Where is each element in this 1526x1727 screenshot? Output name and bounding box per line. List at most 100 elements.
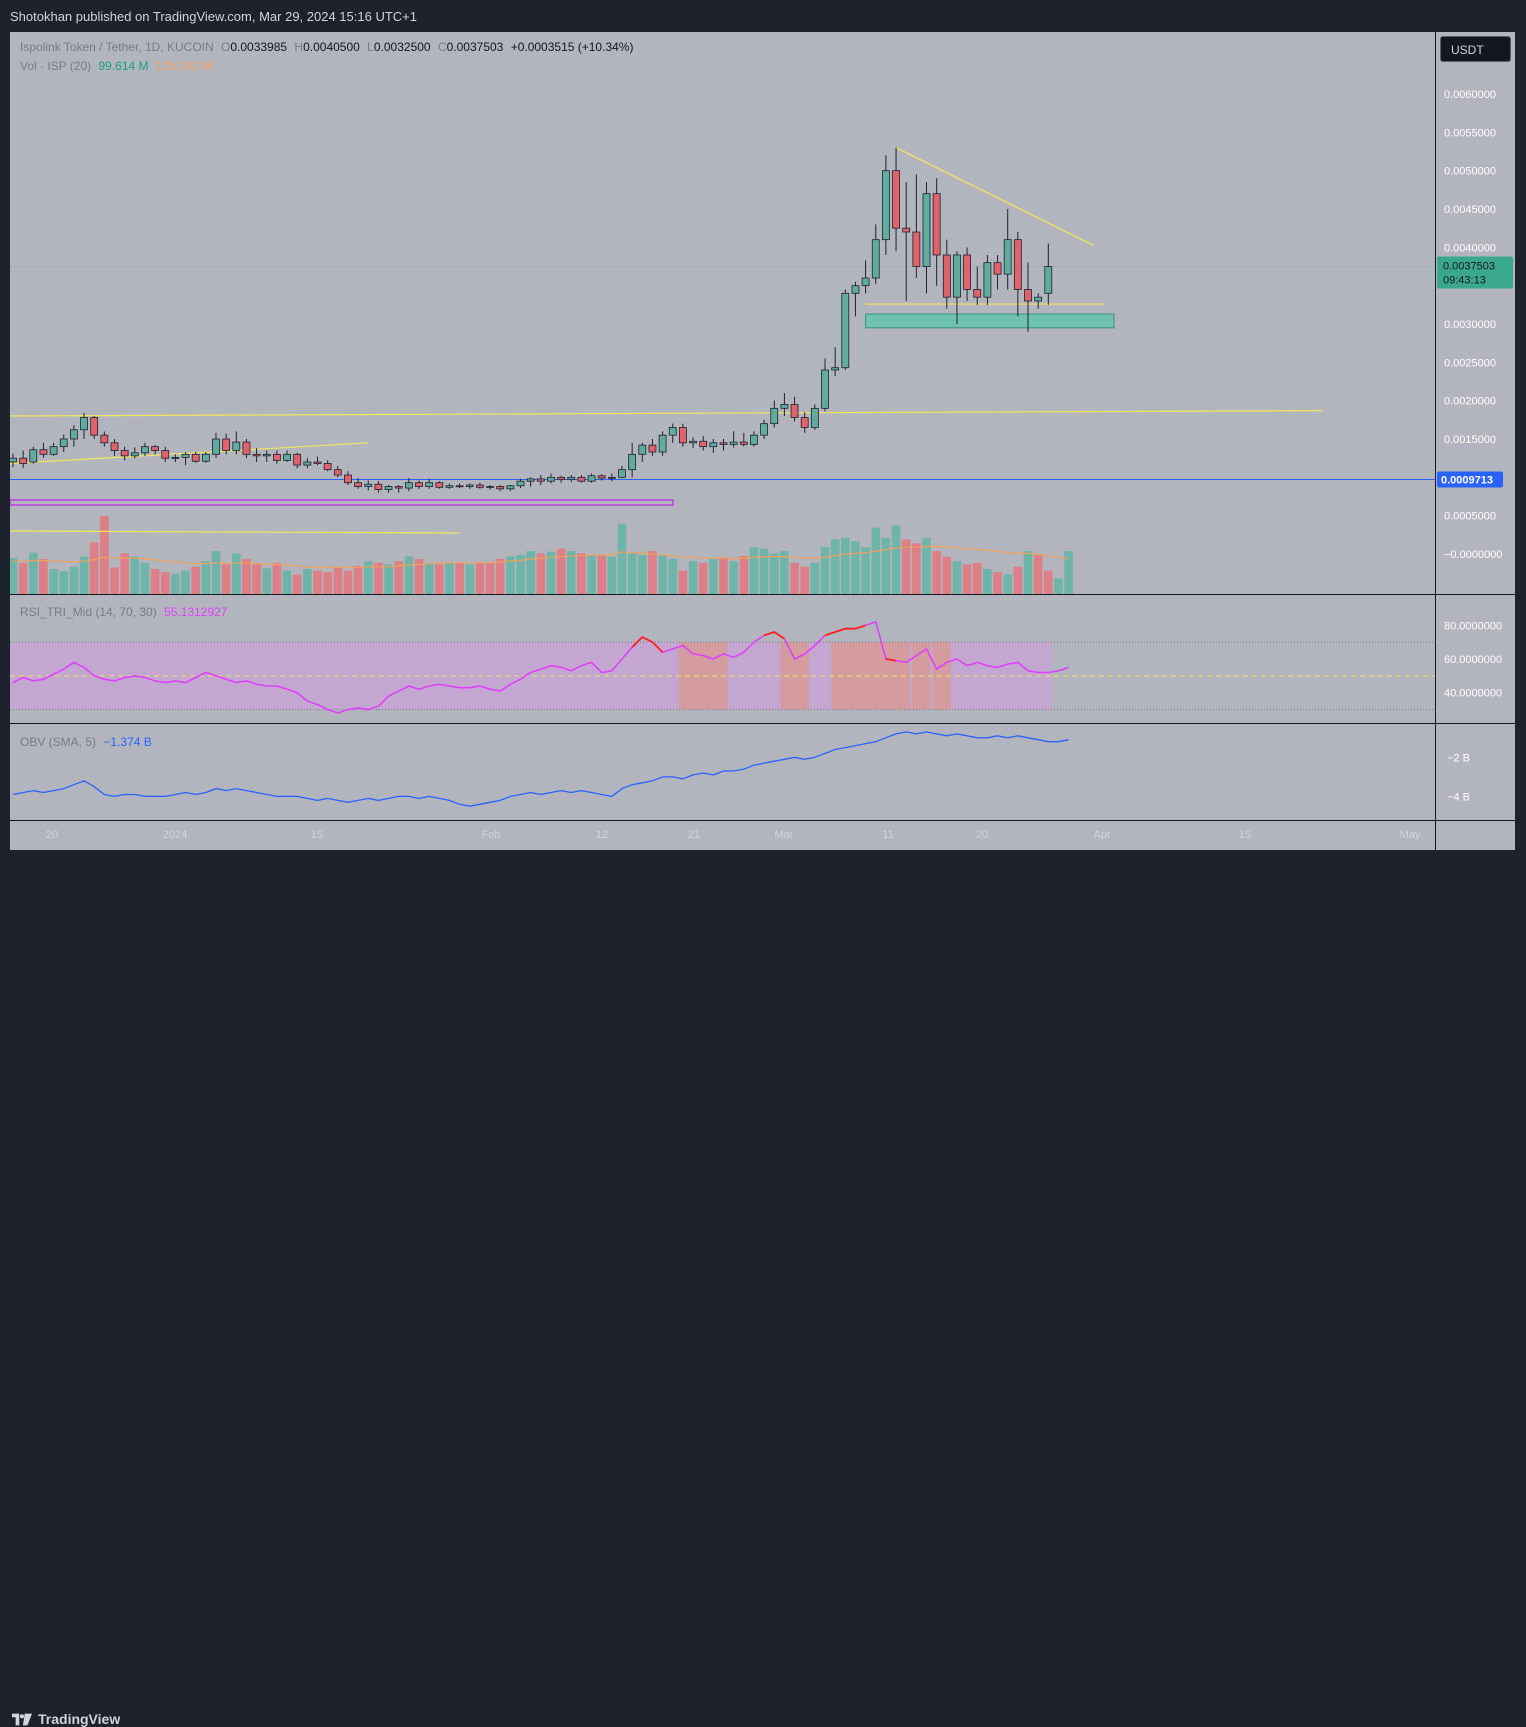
- volume-bar: [323, 572, 332, 594]
- volume-bar: [435, 564, 444, 594]
- last-price-tag: [1437, 256, 1513, 289]
- symbol-label[interactable]: Ispolink Token / Tether, 1D, KUCOIN: [20, 40, 214, 54]
- candle-down: [151, 446, 160, 451]
- volume-bar: [556, 548, 566, 594]
- price-axis-label: −0.0000000: [1444, 549, 1502, 561]
- candle-down: [679, 427, 687, 444]
- main-legend: Ispolink Token / Tether, 1D, KUCOIN O0.0…: [20, 40, 633, 54]
- volume-bar: [313, 570, 322, 594]
- volume-bar: [759, 548, 769, 594]
- volume-bar: [871, 527, 881, 594]
- chart-frame[interactable]: 0.0060000 0.0055000 0.0050000 0.0045000 0.00…: [10, 32, 1515, 850]
- volume-bar: [211, 551, 221, 594]
- candle-down: [354, 482, 363, 487]
- volume-bar: [546, 551, 556, 594]
- rsi-overbought-segment: [631, 636, 664, 653]
- candle-down: [973, 289, 982, 298]
- open-value: 0.0033985: [230, 40, 288, 54]
- volume-bar: [820, 547, 830, 594]
- candle-up: [882, 170, 890, 241]
- candle-up: [141, 446, 149, 454]
- obv-label[interactable]: OBV (SMA, 5): [20, 735, 97, 749]
- candle-up: [861, 277, 870, 287]
- volume-bar: [1033, 555, 1043, 594]
- low-label: L: [367, 40, 374, 54]
- rsi-overbought-segment: [763, 631, 785, 640]
- last-price-label: 0.0037503: [1443, 260, 1495, 272]
- price-axis-label: 0.0055000: [1444, 127, 1496, 139]
- candle-down: [963, 254, 971, 290]
- volume-bar: [709, 558, 718, 594]
- volume-bar: [790, 562, 799, 594]
- hline-price-label: 0.0009713: [1441, 475, 1493, 487]
- volume-bar: [394, 561, 403, 594]
- candle-down: [191, 453, 200, 462]
- candle-up: [770, 407, 779, 425]
- volume-bar: [262, 568, 272, 594]
- volume-legend: Vol · ISP (20) 99.614 M 125.242 M: [20, 59, 213, 73]
- top-bar: Shotokhan published on TradingView.com, …: [0, 0, 1526, 32]
- obv-axis-label: −2 B: [1447, 752, 1470, 764]
- volume-ma-value: 125.242 M: [155, 59, 213, 73]
- tradingview-logo[interactable]: TradingView: [12, 1711, 120, 1727]
- candle-down: [699, 440, 708, 448]
- candle-down: [394, 486, 403, 489]
- candle-down: [242, 441, 251, 455]
- candle-down: [912, 231, 921, 267]
- candle-down: [557, 476, 565, 481]
- candle-up: [232, 441, 241, 451]
- change-value: +0.0003515 (+10.34%): [510, 40, 634, 54]
- candle-up: [831, 367, 840, 371]
- volume-bar: [901, 539, 911, 594]
- currency-button[interactable]: USDT: [1440, 36, 1511, 62]
- volume-bar: [181, 570, 190, 594]
- candle-up: [171, 456, 180, 459]
- candle-down: [90, 417, 99, 436]
- volume-bar: [384, 564, 393, 594]
- candle-down: [597, 475, 606, 479]
- candle-up: [516, 480, 525, 487]
- candle-down: [790, 404, 799, 418]
- volume-bar: [18, 562, 28, 594]
- candle-down: [161, 450, 170, 459]
- candle-up: [729, 441, 738, 445]
- volume-bar: [962, 564, 972, 594]
- candle-up: [70, 429, 78, 440]
- candle-up: [618, 469, 626, 478]
- candle-up: [201, 453, 210, 462]
- volume-bar: [1013, 566, 1023, 594]
- volume-bar: [201, 561, 211, 594]
- candle-up: [364, 483, 373, 487]
- volume-bar: [932, 551, 941, 594]
- volume-bar: [414, 558, 424, 594]
- volume-bar: [536, 553, 546, 594]
- rsi-label[interactable]: RSI_TRI_Mid (14, 70, 30): [20, 605, 157, 619]
- volume-bar: [891, 525, 901, 594]
- long-trendline: [10, 410, 1323, 417]
- volume-bar: [912, 543, 921, 594]
- candle-up: [526, 478, 535, 482]
- price-axis-label: 0.0020000: [1444, 396, 1496, 408]
- candle-up: [953, 254, 961, 298]
- volume-bar: [566, 551, 576, 594]
- volume-bar: [465, 564, 475, 594]
- rsi-axis-label: 40.0000000: [1444, 688, 1502, 700]
- candle-up: [181, 453, 190, 458]
- obv-value: −1.374 B: [103, 735, 152, 749]
- volume-label[interactable]: Vol · ISP (20): [20, 59, 92, 73]
- volume-bar: [130, 556, 140, 594]
- candle-up: [658, 434, 667, 453]
- price-axis-label: 0.0015000: [1444, 434, 1496, 446]
- volume-bar: [597, 555, 606, 594]
- volume-bar: [272, 562, 282, 594]
- volume-bar: [810, 562, 820, 594]
- price-axis-label: 0.0005000: [1444, 511, 1496, 523]
- candle-up: [262, 453, 271, 457]
- time-axis-label: Apr: [1093, 829, 1110, 841]
- volume-bar: [110, 567, 119, 594]
- volume-bar: [485, 562, 495, 594]
- candle-up: [983, 262, 992, 298]
- time-axis-label: May: [1400, 829, 1421, 841]
- volume-bar: [79, 556, 89, 594]
- chart-canvas[interactable]: 0.0060000 0.0055000 0.0050000 0.0045000 0.00…: [10, 32, 1515, 850]
